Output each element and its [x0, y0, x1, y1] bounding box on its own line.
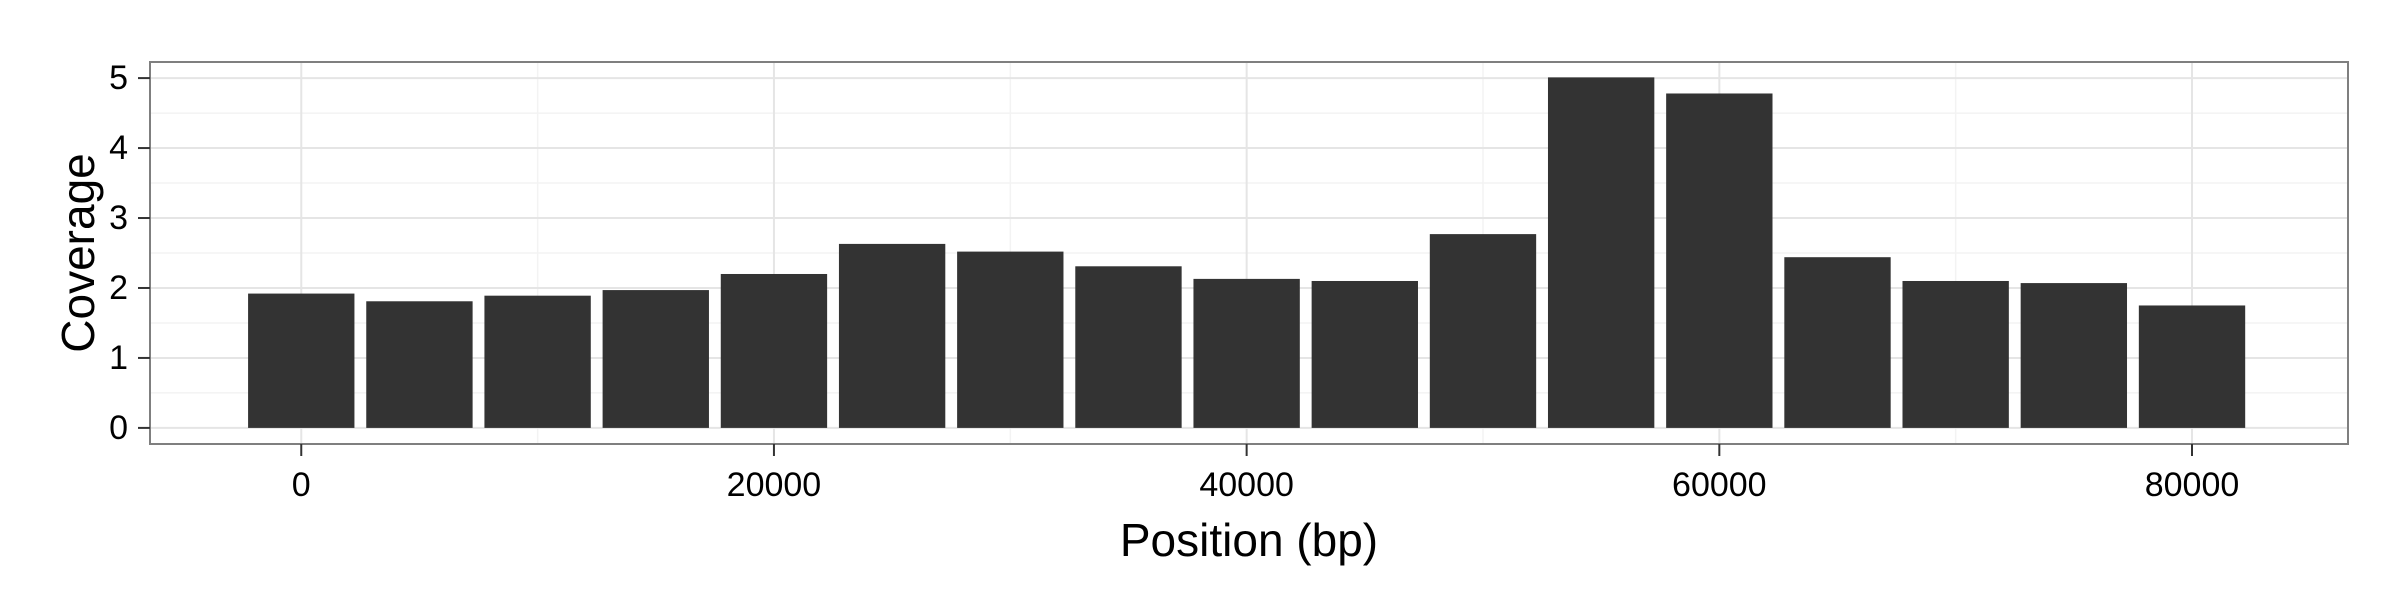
plot-panel-border [149, 61, 2349, 445]
bar [1193, 278, 1300, 428]
bar [1666, 93, 1773, 428]
y-tick-label: 2 [109, 269, 128, 307]
y-tick-label: 3 [109, 199, 128, 237]
bar [602, 290, 709, 428]
y-tick-label: 1 [109, 339, 128, 377]
x-tick-label: 40000 [1199, 466, 1294, 504]
x-tick-label: 80000 [2145, 466, 2240, 504]
bar [720, 273, 828, 428]
bar [838, 243, 946, 428]
bars [248, 77, 2246, 428]
y-tick-label: 4 [109, 129, 128, 167]
x-axis-title: Position (bp) [1120, 514, 1378, 566]
bar [484, 295, 591, 428]
y-tick-label: 5 [109, 59, 128, 97]
x-tick-label: 60000 [1672, 466, 1767, 504]
y-tick-label: 0 [109, 409, 128, 447]
bar [2138, 305, 2246, 428]
bar [1902, 280, 2009, 428]
axes: 0 1 2 3 4 5 0 20000 40000 60000 80000 [109, 59, 2239, 504]
x-tick-label: 0 [292, 466, 311, 504]
bar [1547, 77, 1655, 428]
bar [957, 251, 1064, 428]
bar [2020, 283, 2128, 428]
bar [248, 293, 355, 428]
bar [366, 301, 473, 428]
bar [1075, 266, 1182, 428]
bar [1784, 257, 1891, 428]
bar [1429, 234, 1537, 428]
y-axis-title: Coverage [52, 153, 104, 352]
bar [1311, 280, 1418, 428]
x-tick-label: 20000 [727, 466, 822, 504]
